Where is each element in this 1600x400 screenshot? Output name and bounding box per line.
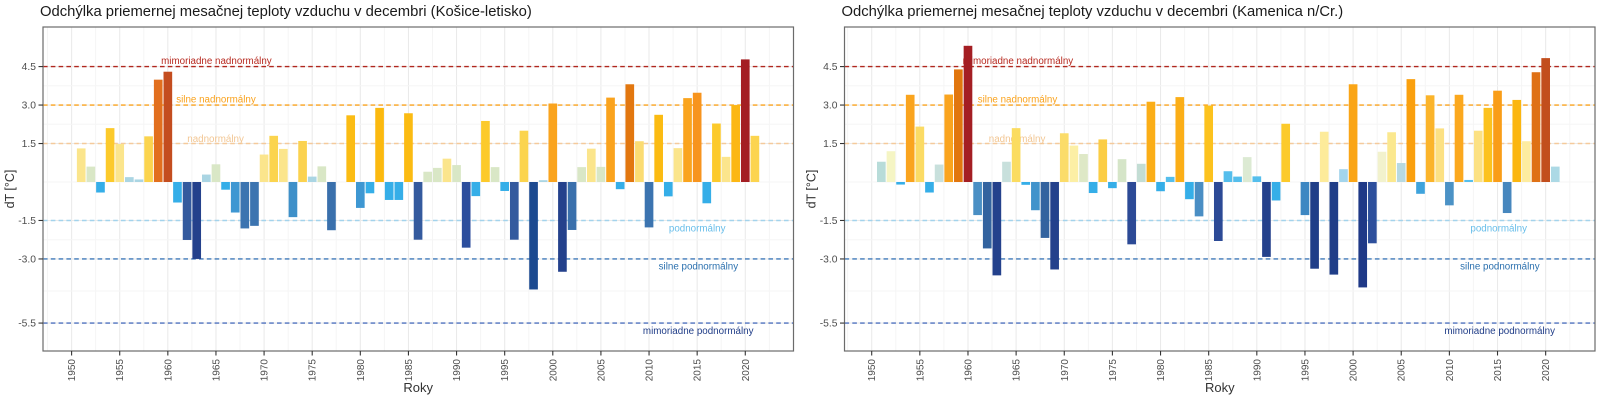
svg-text:podnormálny: podnormálny [669,224,726,235]
svg-text:Odchýlka priemernej mesačnej t: Odchýlka priemernej mesačnej teploty vzd… [40,4,532,20]
svg-text:1950: 1950 [867,359,878,382]
svg-text:3.0: 3.0 [22,101,37,112]
svg-text:1975: 1975 [308,359,319,382]
svg-text:dT [°C]: dT [°C] [3,170,17,209]
svg-text:1965: 1965 [1012,359,1023,382]
svg-text:1985: 1985 [404,359,415,382]
svg-text:1975: 1975 [1108,359,1119,382]
svg-text:Odchýlka priemernej mesačnej t: Odchýlka priemernej mesačnej teploty vzd… [842,4,1344,20]
svg-text:nadnormálny: nadnormálny [187,134,244,145]
svg-text:4.5: 4.5 [823,62,838,73]
svg-text:1965: 1965 [211,359,222,382]
svg-text:-3.0: -3.0 [820,255,838,266]
svg-text:1.5: 1.5 [823,139,838,150]
svg-text:1980: 1980 [356,359,367,382]
svg-text:2015: 2015 [693,359,704,382]
svg-text:silne nadnormálny: silne nadnormálny [176,95,256,106]
svg-text:4.5: 4.5 [22,62,37,73]
svg-text:1980: 1980 [1156,359,1167,382]
svg-text:3.0: 3.0 [823,101,838,112]
svg-text:-5.5: -5.5 [820,319,838,330]
svg-text:2010: 2010 [645,359,656,382]
svg-text:1990: 1990 [1252,359,1263,382]
svg-text:1950: 1950 [67,359,78,382]
svg-text:1955: 1955 [115,359,126,382]
svg-text:2015: 2015 [1493,359,1504,382]
svg-text:2000: 2000 [548,359,559,382]
svg-text:silne podnormálny: silne podnormálny [1460,261,1540,272]
svg-text:mimoriadne nadnormálny: mimoriadne nadnormálny [161,56,272,67]
svg-text:Roky: Roky [403,380,433,395]
svg-text:1960: 1960 [963,359,974,382]
svg-text:-3.0: -3.0 [18,255,36,266]
svg-text:-1.5: -1.5 [18,216,36,227]
svg-text:2005: 2005 [1397,359,1408,382]
svg-text:1985: 1985 [1204,359,1215,382]
svg-text:dT [°C]: dT [°C] [805,170,819,209]
svg-text:2000: 2000 [1349,359,1360,382]
svg-text:mimoriadne nadnormálny: mimoriadne nadnormálny [963,56,1074,67]
svg-text:-1.5: -1.5 [820,216,838,227]
svg-text:silne podnormálny: silne podnormálny [659,261,739,272]
svg-text:mimoriadne podnormálny: mimoriadne podnormálny [1444,326,1555,337]
svg-text:1990: 1990 [452,359,463,382]
svg-text:1995: 1995 [500,359,511,382]
svg-text:1955: 1955 [915,359,926,382]
svg-text:podnormálny: podnormálny [1470,224,1527,235]
svg-text:mimoriadne podnormálny: mimoriadne podnormálny [643,326,754,337]
svg-text:2020: 2020 [1541,359,1552,382]
svg-text:1960: 1960 [163,359,174,382]
svg-text:-5.5: -5.5 [18,319,36,330]
svg-text:1970: 1970 [1060,359,1071,382]
svg-text:1970: 1970 [260,359,271,382]
svg-text:2005: 2005 [596,359,607,382]
svg-text:1995: 1995 [1300,359,1311,382]
svg-text:2010: 2010 [1445,359,1456,382]
svg-text:1.5: 1.5 [22,139,37,150]
svg-text:Roky: Roky [1205,380,1235,395]
svg-text:2020: 2020 [741,359,752,382]
svg-text:silne nadnormálny: silne nadnormálny [978,95,1058,106]
